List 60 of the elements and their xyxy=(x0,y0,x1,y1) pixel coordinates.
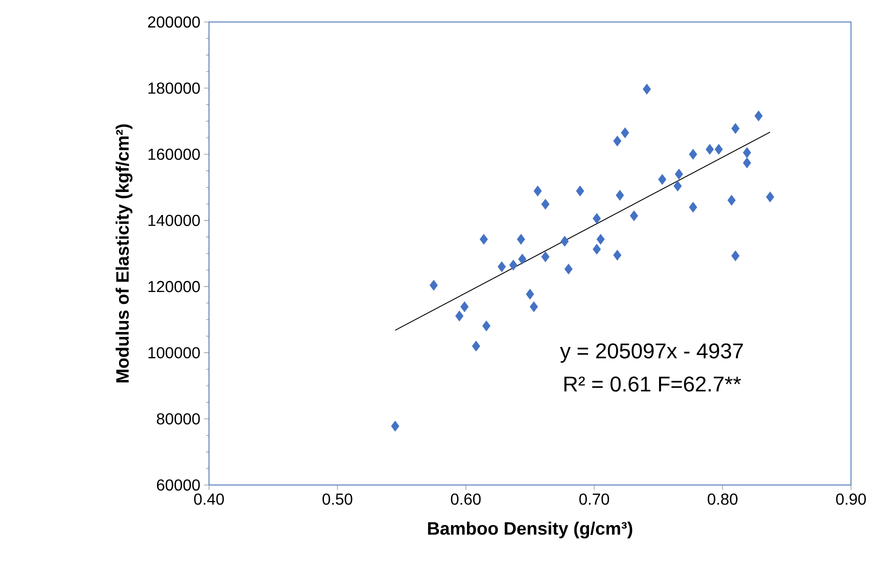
point xyxy=(613,250,622,261)
point xyxy=(620,127,630,138)
point xyxy=(480,234,488,245)
point xyxy=(616,190,624,201)
point xyxy=(688,148,698,160)
y-tick-label: 160000 xyxy=(148,148,200,160)
point xyxy=(498,261,506,272)
point xyxy=(530,301,538,312)
point xyxy=(596,234,605,245)
point xyxy=(714,144,723,155)
point xyxy=(509,260,518,270)
point xyxy=(576,186,584,196)
x-axis-title: Bamboo Density (g/cm³) xyxy=(428,522,632,538)
x-tick-label: 0.90 xyxy=(836,494,866,505)
x-tick-label: 0.70 xyxy=(579,494,610,505)
y-tick-label: 80000 xyxy=(156,413,200,424)
point xyxy=(706,144,714,155)
x-tick-label: 0.40 xyxy=(194,494,224,505)
point xyxy=(534,186,542,196)
point xyxy=(526,288,534,300)
point xyxy=(560,236,569,247)
point xyxy=(391,420,400,432)
y-tick-label: 100000 xyxy=(148,347,200,358)
point xyxy=(516,234,526,245)
point xyxy=(564,264,573,274)
point xyxy=(541,251,550,262)
point xyxy=(430,280,438,291)
point xyxy=(731,123,740,134)
point xyxy=(482,320,490,332)
point xyxy=(460,301,469,312)
annotation: R² = 0.61 F=62.7** xyxy=(564,376,741,392)
point xyxy=(742,157,752,168)
point xyxy=(742,147,752,158)
point xyxy=(541,198,550,210)
x-tick-label: 0.50 xyxy=(322,494,352,505)
y-tick-label: 180000 xyxy=(148,82,200,94)
point xyxy=(472,340,480,352)
point xyxy=(518,254,526,265)
point xyxy=(674,180,682,192)
y-tick-label: 60000 xyxy=(156,479,200,491)
y-tick-label: 120000 xyxy=(148,280,200,292)
point xyxy=(731,250,740,262)
point xyxy=(754,110,763,122)
point xyxy=(658,174,666,185)
point xyxy=(592,213,601,224)
x-tick-label: 0.60 xyxy=(450,494,481,505)
point xyxy=(727,194,736,206)
point xyxy=(642,84,651,95)
point xyxy=(630,210,638,222)
point xyxy=(766,192,774,202)
point xyxy=(674,168,684,180)
y-tick-label: 200000 xyxy=(148,16,200,28)
y-tick-label: 140000 xyxy=(148,214,200,226)
y-axis-title: Modulus of Elasticity (kgf/cm²) xyxy=(116,124,132,382)
point xyxy=(688,202,698,213)
annotation: y = 205097x - 4937 xyxy=(560,343,743,363)
x-tick-label: 0.80 xyxy=(708,494,738,505)
point xyxy=(455,310,464,322)
point xyxy=(592,244,601,255)
point xyxy=(613,136,622,146)
